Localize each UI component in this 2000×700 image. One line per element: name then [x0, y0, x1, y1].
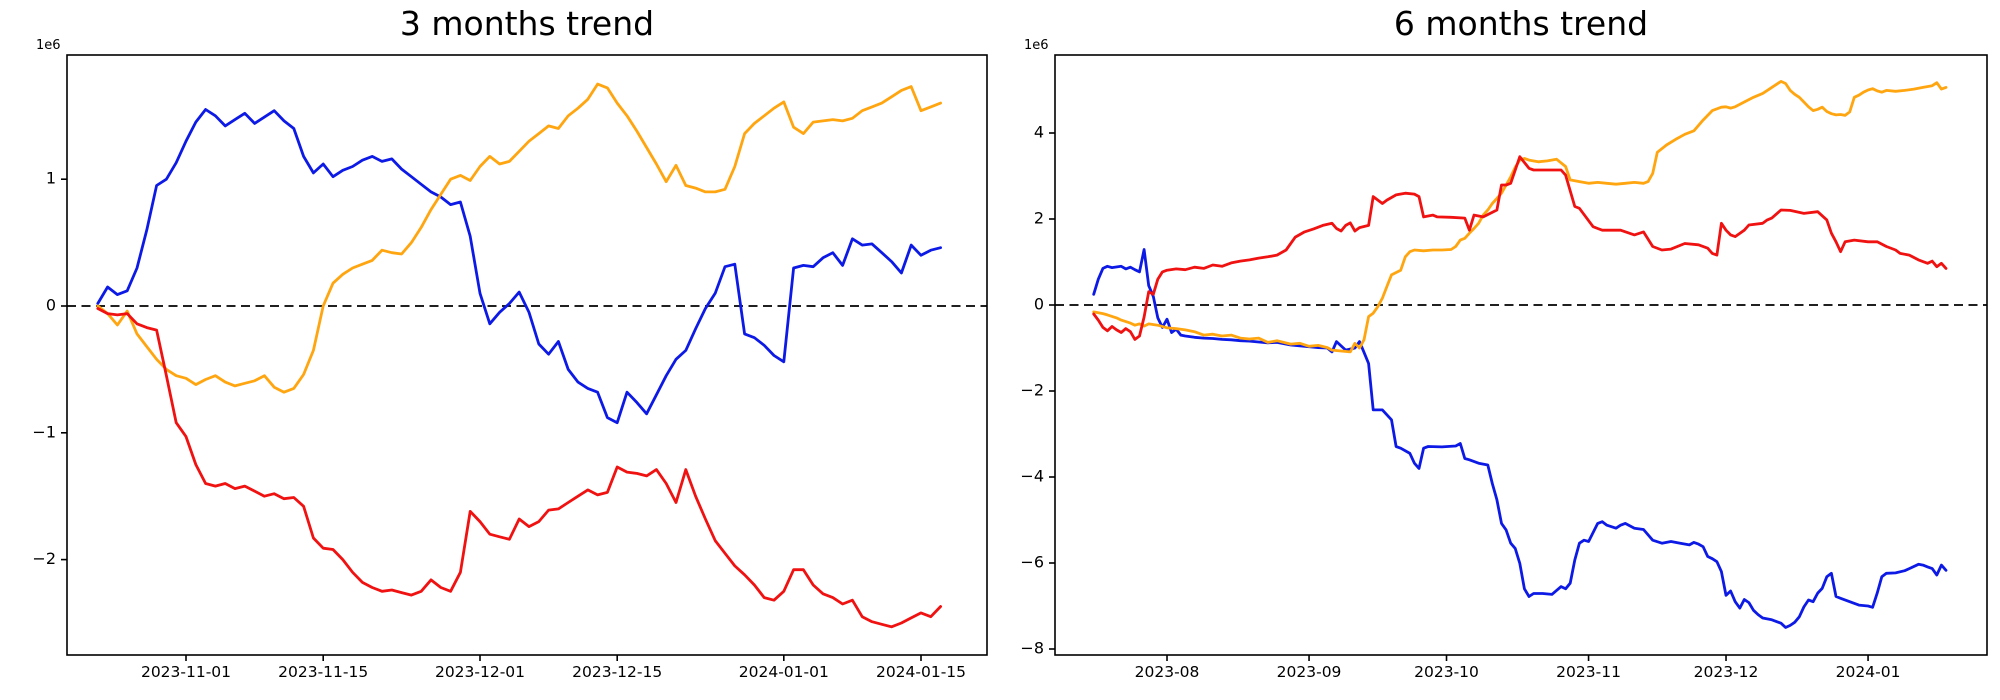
x-tick-label: 2023-12: [1694, 663, 1759, 681]
series-line-orange: [96, 82, 942, 394]
y-tick-label: 2: [1034, 209, 1044, 228]
y-tick-label: −4: [1020, 467, 1044, 486]
x-tick-label: 2023-12-01: [435, 663, 525, 681]
x-tick-label: 2023-10: [1414, 663, 1479, 681]
series-line-red: [1092, 155, 1948, 341]
y-tick-label: −2: [1020, 381, 1044, 400]
y-tick-label: −1: [32, 422, 56, 441]
series-line-red: [96, 307, 942, 629]
chart-title-3-months: 3 months trend: [399, 4, 655, 43]
x-tick-label: 2024-01-01: [739, 663, 829, 681]
series-line-orange: [1092, 80, 1948, 354]
chart-title-6-months: 6 months trend: [1393, 4, 1649, 43]
series-line-blue: [1092, 248, 1948, 629]
y-tick-label: −8: [1020, 639, 1044, 658]
series-line-blue: [96, 108, 942, 425]
x-tick-label: 2024-01-15: [876, 663, 966, 681]
y-tick-label: −2: [32, 549, 56, 568]
y-tick-label: 0: [1034, 295, 1044, 314]
x-tick-label: 2023-09: [1277, 663, 1342, 681]
y-tick-label: 4: [1034, 123, 1044, 142]
x-tick-label: 2023-08: [1135, 663, 1200, 681]
x-tick-label: 2023-12-15: [572, 663, 662, 681]
y-tick-label: 1: [46, 169, 56, 188]
y-axis-offset-label-left: 1e6: [36, 38, 61, 53]
x-tick-label: 2024-01: [1836, 663, 1901, 681]
x-tick-label: 2023-11-01: [141, 663, 231, 681]
x-tick-label: 2023-11: [1556, 663, 1621, 681]
plot-area-frame: [1054, 54, 1988, 656]
plot-area-frame: [66, 54, 988, 656]
y-tick-label: 0: [46, 296, 56, 315]
x-tick-label: 2023-11-15: [278, 663, 368, 681]
y-tick-label: −6: [1020, 553, 1044, 572]
y-axis-offset-label-right: 1e6: [1024, 38, 1049, 53]
